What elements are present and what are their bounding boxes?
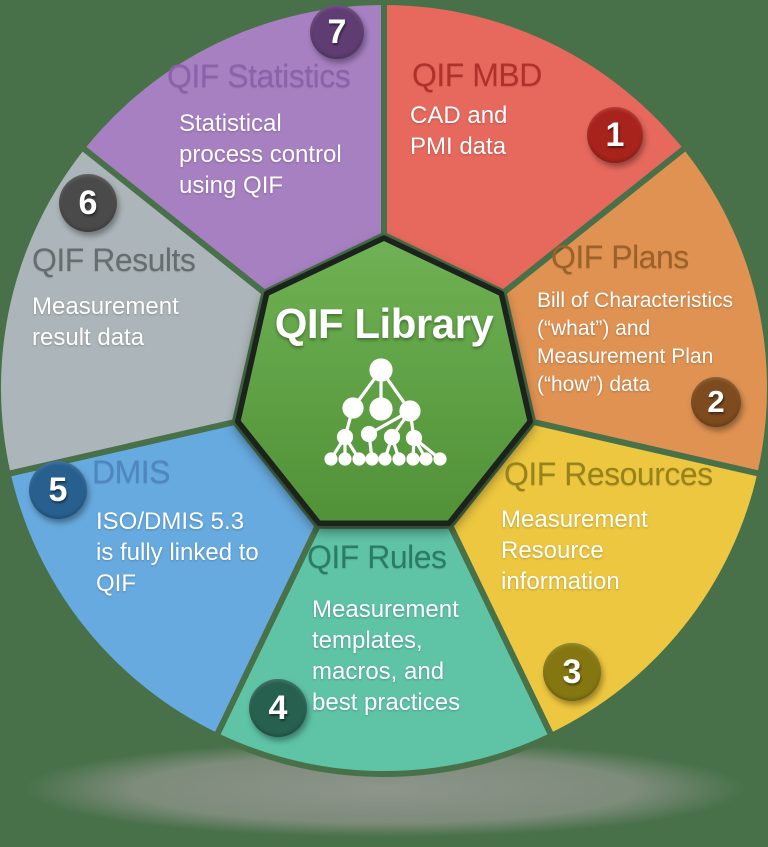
segment-desc-qif-resources: Measurement Resource information [501, 506, 648, 595]
segment-shape-dmis [4, 419, 321, 739]
segment-title-qif-resources: QIF Resources [504, 456, 713, 492]
segment-title-qif-results: QIF Results [32, 242, 196, 278]
segment-desc-qif-statistics: Statistical process control using QIF [179, 110, 342, 199]
segment-shape-qif-results [0, 144, 268, 477]
segment-desc-qif-mbd: CAD and PMI data [410, 102, 508, 160]
badge-3: 3 [543, 643, 601, 701]
ground-shadow [25, 741, 745, 837]
diagram-title: QIF Library [274, 300, 494, 347]
badge-6: 6 [59, 174, 117, 232]
segment-shape-qif-resources [447, 419, 764, 739]
badge-7: 7 [310, 5, 364, 59]
segment-title-qif-statistics: QIF Statistics [167, 58, 351, 94]
badge-5: 5 [29, 461, 87, 519]
segment-desc-qif-rules: Measurement templates, macros, and best … [312, 596, 461, 716]
segment-shape-qif-statistics [79, 0, 387, 296]
segment-title-qif-rules: QIF Rules [307, 539, 447, 575]
segment-title-dmis: DMIS [92, 454, 171, 490]
segment-title-qif-mbd: QIF MBD [412, 57, 542, 93]
tree-diagram-icon [324, 358, 447, 466]
segment-desc-qif-results: Measurement result data [32, 293, 179, 351]
segment-desc-qif-plans: Bill of Characteristics (“what”) and Mea… [537, 289, 734, 396]
badge-4: 4 [249, 679, 307, 737]
segment-title-qif-plans: QIF Plans [551, 239, 689, 275]
badge-1: 1 [587, 107, 643, 163]
segment-desc-dmis: ISO/DMIS 5.3 is fully linked to QIF [96, 508, 259, 597]
badge-2: 2 [691, 377, 741, 427]
segment-shape-qif-mbd [381, 0, 689, 296]
